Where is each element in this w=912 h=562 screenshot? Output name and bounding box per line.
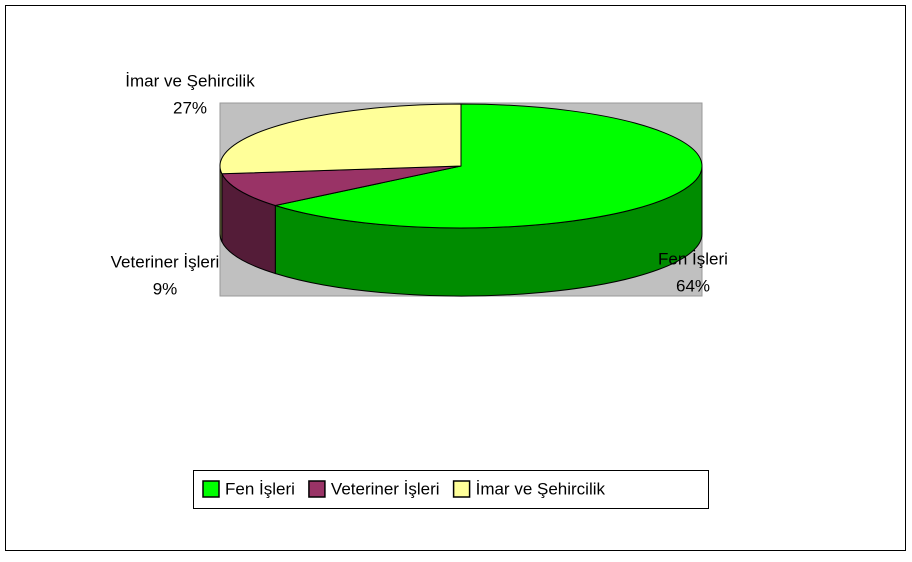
slice-value-label: 64% bbox=[676, 276, 710, 295]
slice-label: İmar ve Şehircilik bbox=[125, 71, 255, 90]
slice-label: Veteriner İşleri bbox=[111, 252, 220, 271]
slice-side bbox=[219, 165, 223, 242]
slice bbox=[219, 103, 462, 175]
slice-value-label: 27% bbox=[173, 98, 207, 117]
legend-swatch bbox=[308, 480, 326, 498]
legend-label: İmar ve Şehircilik bbox=[476, 479, 606, 498]
legend-box bbox=[193, 470, 709, 509]
slice-value-label: 9% bbox=[153, 279, 178, 298]
legend-label: Veteriner İşleri bbox=[331, 479, 440, 498]
legend-swatch bbox=[452, 480, 471, 498]
slice bbox=[273, 103, 703, 229]
legend-swatch bbox=[202, 480, 220, 498]
legend-label: Fen İşleri bbox=[225, 479, 295, 498]
slice bbox=[221, 165, 462, 207]
slice-label: Fen İşleri bbox=[658, 249, 728, 268]
